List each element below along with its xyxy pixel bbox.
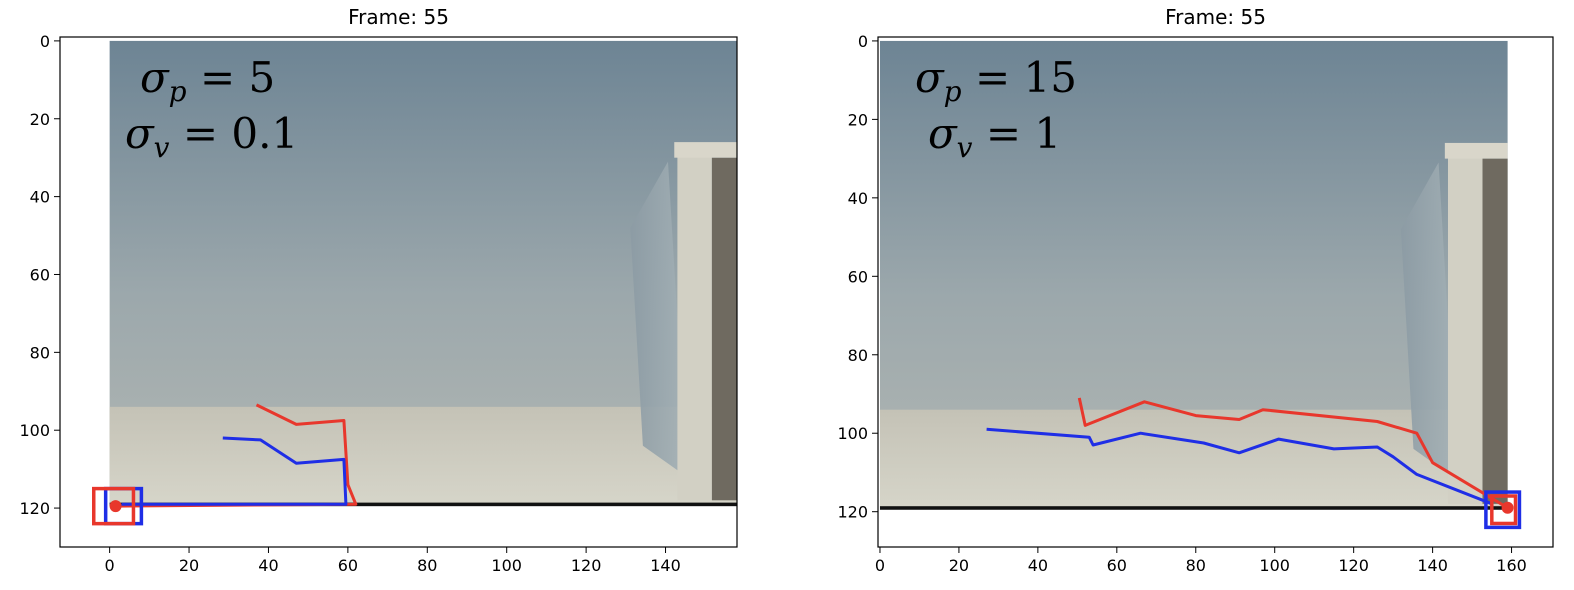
tracking-box-1 <box>92 486 136 526</box>
x-tick-label: 120 <box>1338 556 1369 575</box>
x-tick-label: 80 <box>1186 556 1206 575</box>
x-tick-label: 80 <box>417 556 437 575</box>
y-tick-label: 120 <box>19 499 50 518</box>
chart-title: Frame: 55 <box>348 5 449 29</box>
y-tick-label: 60 <box>848 267 868 286</box>
tracked-point-0 <box>109 500 122 513</box>
axes-frame <box>59 36 738 548</box>
y-tick-label: 40 <box>30 188 50 207</box>
sigma-annotation: σv = 0.1 <box>125 109 298 164</box>
y-tick-label: 100 <box>837 424 868 443</box>
floor-region <box>879 409 1508 508</box>
sigma-annotation: σp = 15 <box>915 53 1077 108</box>
series-line-1 <box>121 436 348 506</box>
x-tick-label: 140 <box>650 556 681 575</box>
sigma-annotation: σp = 5 <box>140 53 275 108</box>
x-tick-label: 60 <box>338 556 358 575</box>
chart-title: Frame: 55 <box>1165 5 1266 29</box>
floor-region <box>109 406 737 505</box>
y-tick-label: 60 <box>30 265 50 284</box>
x-tick-label: 140 <box>1417 556 1448 575</box>
y-tick-label: 80 <box>848 346 868 365</box>
x-tick-label: 40 <box>1028 556 1048 575</box>
cabinet-side <box>1482 158 1508 504</box>
cabinet-glass <box>630 161 687 477</box>
x-tick-label: 20 <box>949 556 969 575</box>
tracking-box-1 <box>1490 494 1518 526</box>
tracking-box-0 <box>1484 490 1522 530</box>
x-tick-label: 0 <box>105 556 115 575</box>
x-tick-label: 0 <box>875 556 885 575</box>
series-line-0 <box>1077 397 1509 510</box>
video-frame-image <box>109 40 737 507</box>
cabinet-top <box>1444 142 1508 159</box>
y-tick-label: 80 <box>30 343 50 362</box>
cabinet-glass <box>1400 162 1458 481</box>
sigma-annotation: σv = 1 <box>928 109 1061 164</box>
cabinet-side <box>711 157 737 501</box>
y-tick-label: 120 <box>837 503 868 522</box>
y-tick-label: 0 <box>40 32 50 51</box>
floor-edge <box>109 502 737 507</box>
cabinet-top <box>674 142 737 158</box>
y-tick-label: 0 <box>858 32 868 51</box>
y-tick-label: 20 <box>848 110 868 129</box>
x-tick-label: 20 <box>179 556 199 575</box>
x-tick-label: 60 <box>1107 556 1127 575</box>
chart-panel-right: 0 20 40 60 80 100 120 140 160 0 20 40 60 80 100 120 Fram… <box>837 5 1554 575</box>
x-tick-label: 160 <box>1496 556 1527 575</box>
x-tick-label: 100 <box>491 556 522 575</box>
series-group <box>92 403 358 526</box>
y-tick-label: 40 <box>848 189 868 208</box>
chart-panel-left: 0 20 40 60 80 100 120 140 0 20 40 60 80 100 120 Frame: … <box>19 5 738 575</box>
cabinet-post <box>677 153 712 501</box>
x-tick-label: 120 <box>571 556 602 575</box>
axes-frame <box>877 36 1554 548</box>
x-tick-label: 100 <box>1259 556 1290 575</box>
y-tick-label: 100 <box>19 421 50 440</box>
series-group <box>986 397 1522 530</box>
series-line-1 <box>986 427 1493 506</box>
x-tick-label: 40 <box>258 556 278 575</box>
tracked-point-0 <box>1501 501 1514 514</box>
y-tick-label: 20 <box>30 110 50 129</box>
cabinet-post <box>1447 154 1483 504</box>
floor-edge <box>879 506 1508 510</box>
